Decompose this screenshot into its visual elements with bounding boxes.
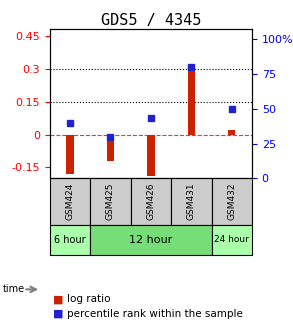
Text: 12 hour: 12 hour xyxy=(129,235,173,245)
Text: GSM424: GSM424 xyxy=(66,183,74,220)
Text: GSM431: GSM431 xyxy=(187,183,196,220)
Bar xyxy=(147,134,154,176)
FancyBboxPatch shape xyxy=(131,178,171,225)
Text: GSM425: GSM425 xyxy=(106,183,115,220)
FancyBboxPatch shape xyxy=(50,225,90,255)
Text: ■: ■ xyxy=(53,294,63,304)
FancyBboxPatch shape xyxy=(212,225,252,255)
Bar xyxy=(107,134,114,161)
Text: GSM432: GSM432 xyxy=(227,183,236,220)
Text: ■: ■ xyxy=(53,309,63,319)
Text: 24 hour: 24 hour xyxy=(214,235,249,245)
Bar xyxy=(228,130,235,134)
Text: GSM426: GSM426 xyxy=(146,183,155,220)
Text: log ratio: log ratio xyxy=(67,294,111,304)
Text: 6 hour: 6 hour xyxy=(54,235,86,245)
Bar xyxy=(67,134,74,174)
Bar xyxy=(188,64,195,134)
FancyBboxPatch shape xyxy=(212,178,252,225)
Text: percentile rank within the sample: percentile rank within the sample xyxy=(67,309,243,319)
FancyBboxPatch shape xyxy=(90,225,212,255)
FancyBboxPatch shape xyxy=(90,178,131,225)
Title: GDS5 / 4345: GDS5 / 4345 xyxy=(101,13,201,28)
FancyBboxPatch shape xyxy=(50,178,90,225)
Text: time: time xyxy=(3,284,25,294)
FancyBboxPatch shape xyxy=(171,178,212,225)
